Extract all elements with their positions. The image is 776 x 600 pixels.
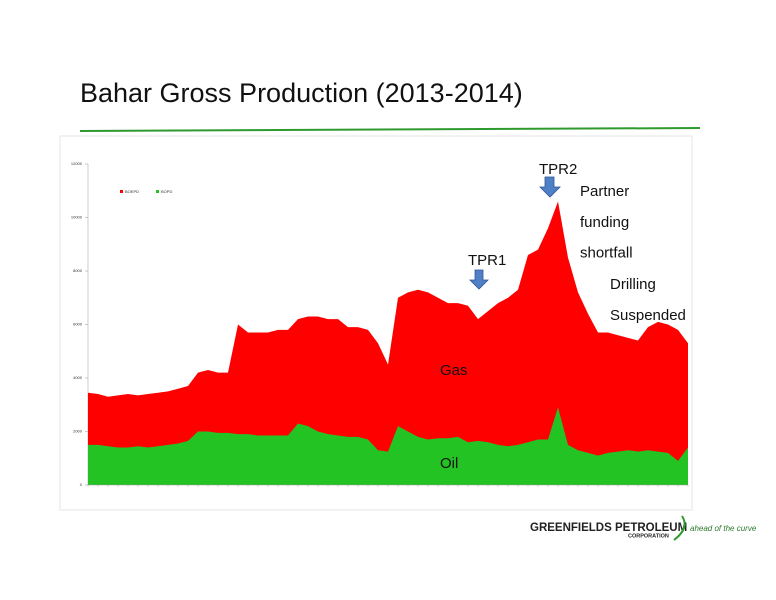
tagline: ahead of the curve <box>690 524 757 533</box>
y-tick-label: 0 <box>80 482 83 487</box>
y-tick-label: 6000 <box>73 322 83 327</box>
y-tick-label: 8000 <box>73 268 83 273</box>
annotation: Partner <box>580 183 629 200</box>
legend-swatch <box>120 190 123 193</box>
company-name: GREENFIELDS PETROLEUM <box>530 522 687 534</box>
y-tick-label: 12000 <box>71 161 83 166</box>
plot: 0 2000 4000 6000 8000 10000 12000 BOEPD BOPD TPR1… <box>71 161 689 487</box>
annotation: Gas <box>440 362 468 379</box>
y-tick-label: 4000 <box>73 375 83 380</box>
annotation: Suspended <box>610 307 686 324</box>
y-tick-label: 2000 <box>73 429 83 434</box>
annotation: Oil <box>440 455 458 472</box>
area <box>88 201 688 485</box>
annotation: TPR2 <box>539 161 577 178</box>
area <box>88 407 688 485</box>
title-rule <box>79 127 701 132</box>
arrow <box>539 176 561 198</box>
legend-label: BOPD <box>161 189 172 194</box>
annotation: Drilling <box>610 276 656 293</box>
chart-title: Bahar Gross Production (2013-2014) <box>80 78 523 108</box>
legend-label: BOEPD <box>125 189 139 194</box>
company-subtitle: CORPORATION <box>628 533 669 539</box>
annotation: TPR1 <box>468 252 506 269</box>
annotation: shortfall <box>580 245 633 262</box>
annotation: funding <box>580 214 629 231</box>
arrow <box>469 269 489 290</box>
legend-swatch <box>156 190 159 193</box>
logo-swoosh <box>673 515 686 541</box>
y-tick-label: 10000 <box>71 215 83 220</box>
